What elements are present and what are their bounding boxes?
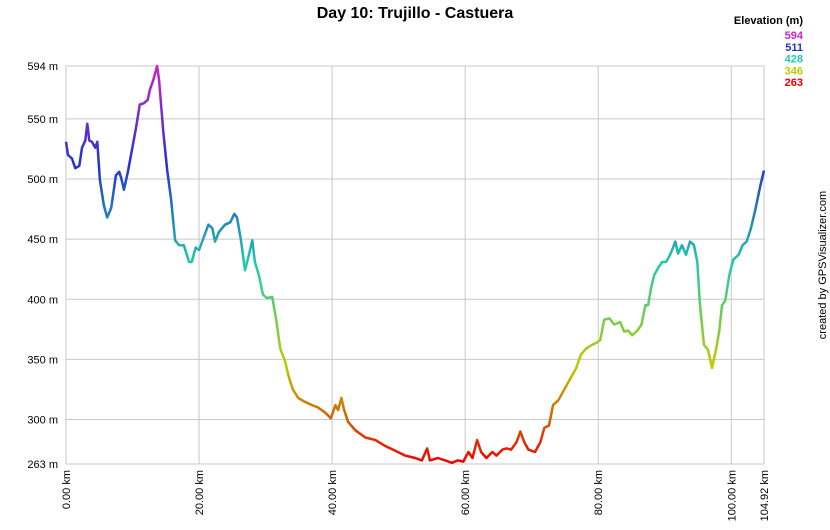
y-tick-label: 550 m [27,114,58,126]
x-tick-label: 40.00 km [327,470,339,515]
legend-value: 263 [785,77,803,89]
legend-value: 594 [785,30,804,42]
legend-title: Elevation (m) [734,15,803,27]
y-tick-label: 400 m [27,294,58,306]
credit: created by GPSVisualizer.com [817,191,829,339]
y-tick-label: 263 m [27,459,58,471]
x-tick-label: 60.00 km [460,470,472,515]
elevation-line [64,64,766,465]
y-tick-label: 450 m [27,234,58,246]
y-tick-label: 300 m [27,415,58,427]
legend-value: 511 [785,42,803,54]
legend-value: 346 [785,65,803,77]
y-tick-label: 500 m [27,174,58,186]
x-tick-label: 100.00 km [726,470,738,521]
x-tick-label: 0.00 km [61,470,73,509]
y-tick-label: 350 m [27,354,58,366]
x-tick-label: 20.00 km [194,470,206,515]
y-tick-label: 594 m [27,61,58,73]
chart-title: Day 10: Trujillo - Castuera [317,5,514,22]
x-tick-label: 104.92 km [759,470,771,521]
x-tick-label: 80.00 km [593,470,605,515]
legend-value: 428 [785,54,803,66]
